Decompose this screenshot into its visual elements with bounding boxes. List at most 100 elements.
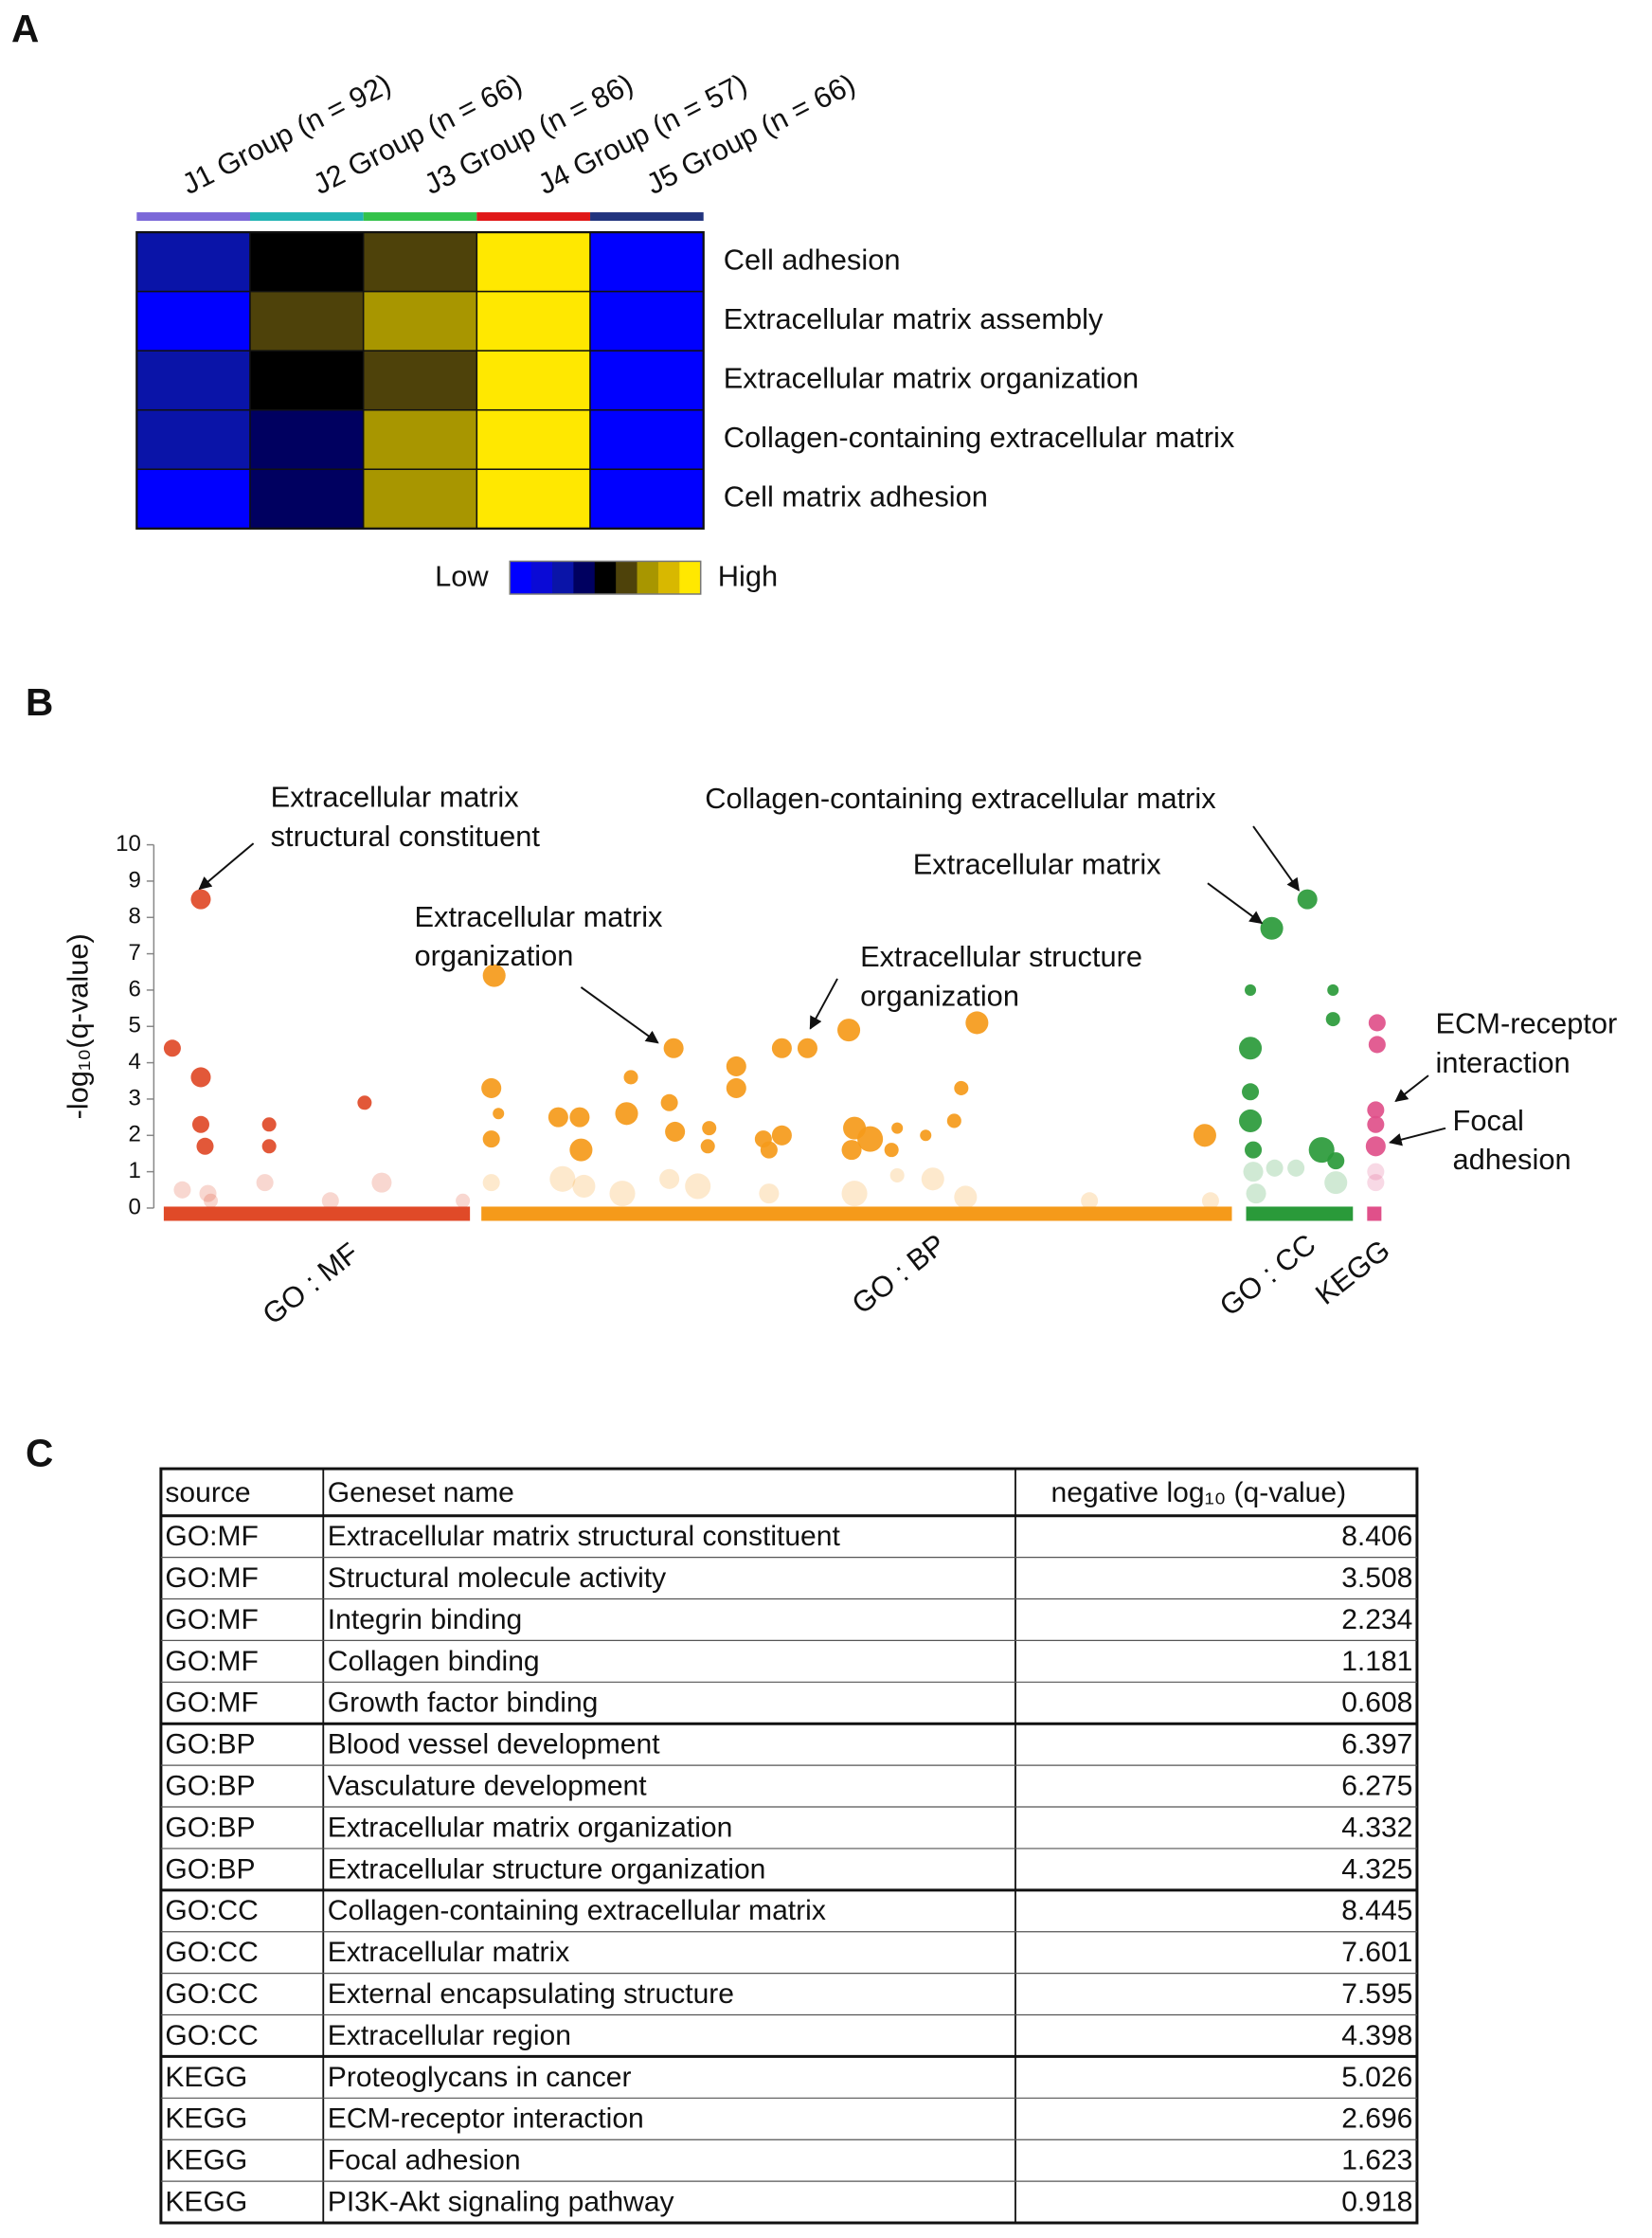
point	[700, 1139, 715, 1154]
annotation: Extracellular matrix	[271, 781, 520, 814]
point	[1327, 984, 1339, 996]
y-tick-label: 2	[128, 1122, 140, 1147]
point	[196, 1137, 214, 1155]
point	[1308, 1137, 1335, 1164]
point	[1297, 889, 1318, 910]
y-tick-label: 5	[128, 1013, 140, 1038]
table-cell: 7.601	[1341, 1937, 1412, 1968]
table-cell: GO:BP	[165, 1729, 255, 1760]
table-cell: 1.181	[1341, 1646, 1412, 1677]
table-cell: Growth factor binding	[328, 1688, 599, 1719]
heatmap-cell	[589, 290, 705, 352]
point	[493, 1108, 505, 1120]
row-label: Collagen-containing extracellular matrix	[724, 421, 1235, 454]
y-tick-label: 9	[128, 867, 140, 893]
heatmap-cell	[589, 408, 705, 471]
colorbar-swatch	[679, 561, 702, 594]
table-cell: GO:CC	[165, 1937, 259, 1968]
annotation: organization	[860, 979, 1019, 1012]
point	[191, 1115, 210, 1133]
point	[760, 1141, 778, 1159]
annotation: ECM-receptor	[1435, 1007, 1617, 1040]
point	[1246, 1183, 1266, 1204]
point	[702, 1121, 717, 1136]
annotation: Extracellular structure	[860, 940, 1142, 973]
table-cell: External encapsulating structure	[328, 1978, 734, 2010]
point	[1287, 1159, 1305, 1177]
annotation: Extracellular matrix	[913, 847, 1162, 880]
heatmap-frame	[135, 230, 705, 530]
annotation: Collagen-containing extracellular matrix	[705, 782, 1216, 815]
colorbar-swatch	[594, 561, 617, 594]
point	[357, 1095, 372, 1110]
point	[946, 1113, 961, 1128]
point	[1368, 1014, 1386, 1032]
annotation: organization	[415, 939, 574, 972]
heatmap-cell	[589, 350, 705, 411]
point	[771, 1125, 792, 1146]
heatmap-cell	[249, 408, 365, 471]
group-bar	[481, 1206, 1232, 1221]
point	[1239, 1037, 1263, 1060]
point	[920, 1129, 932, 1142]
annotation: adhesion	[1453, 1143, 1571, 1176]
heatmap-cell	[476, 290, 591, 352]
annotation: structural constituent	[271, 820, 541, 853]
heatmap-cell	[135, 290, 251, 352]
point	[659, 1168, 680, 1189]
row-label: Cell matrix adhesion	[724, 480, 988, 514]
table-header: Geneset name	[328, 1477, 514, 1508]
point	[954, 1080, 969, 1095]
point	[1245, 984, 1257, 996]
point	[572, 1174, 596, 1198]
group-label: GO : MF	[257, 1236, 366, 1330]
table-cell: Collagen-containing extracellular matrix	[328, 1895, 826, 1926]
panel-label: C	[26, 1431, 53, 1474]
point	[549, 1165, 576, 1192]
point	[1324, 1171, 1348, 1195]
heatmap-cell	[476, 350, 591, 411]
table-cell: KEGG	[165, 2103, 247, 2135]
point	[837, 1019, 861, 1042]
point	[482, 1130, 500, 1148]
point	[965, 1011, 989, 1035]
heatmap-cell	[135, 468, 251, 530]
table-cell: 7.595	[1341, 1978, 1412, 2010]
table-cell: 5.026	[1341, 2062, 1412, 2093]
table-cell: Collagen binding	[328, 1646, 540, 1677]
point	[1245, 1141, 1263, 1159]
point	[569, 1138, 593, 1162]
table-cell: GO:BP	[165, 1771, 255, 1802]
heatmap-cell	[362, 231, 478, 293]
point	[203, 1193, 219, 1208]
heatmap-cell	[249, 468, 365, 530]
colorbar-swatch	[530, 561, 553, 594]
point	[1367, 1101, 1385, 1119]
heatmap-cell	[135, 350, 251, 411]
table-cell: 8.406	[1341, 1521, 1412, 1552]
point	[1193, 1124, 1216, 1147]
point	[261, 1139, 277, 1154]
table-cell: GO:CC	[165, 2020, 259, 2051]
point	[623, 1070, 638, 1085]
point	[797, 1038, 817, 1058]
y-tick-label: 8	[128, 904, 140, 929]
colorbar-swatch	[552, 561, 574, 594]
point	[665, 1121, 686, 1142]
table-cell: ECM-receptor interaction	[328, 2103, 644, 2135]
group-label: KEGG	[1309, 1233, 1396, 1310]
table-cell: Extracellular matrix structural constitu…	[328, 1521, 841, 1552]
table-cell: GO:MF	[165, 1562, 258, 1594]
table-cell: Extracellular matrix organization	[328, 1812, 733, 1843]
table-cell: 2.234	[1341, 1604, 1412, 1635]
point	[1260, 916, 1284, 940]
colorbar-swatch	[510, 561, 532, 594]
annotation-arrow	[580, 986, 659, 1044]
heatmap-cell	[476, 468, 591, 530]
colorbar-swatch	[657, 561, 680, 594]
point	[1327, 1152, 1345, 1170]
legend-high: High	[718, 560, 778, 593]
point	[190, 1067, 211, 1088]
